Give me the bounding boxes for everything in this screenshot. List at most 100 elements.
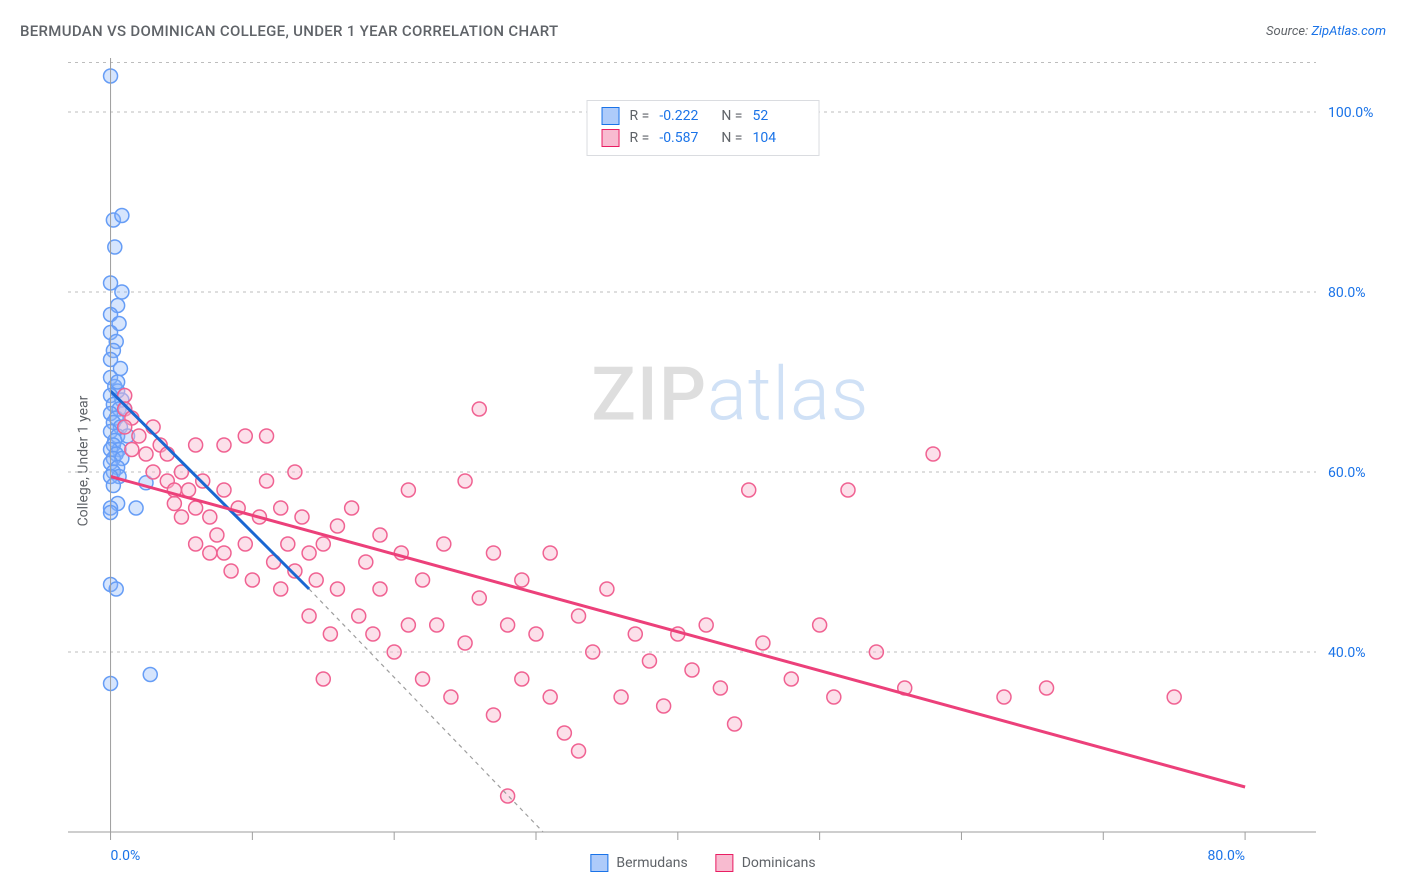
data-point[interactable] bbox=[515, 573, 529, 587]
data-point[interactable] bbox=[217, 546, 231, 560]
data-point[interactable] bbox=[316, 672, 330, 686]
data-point[interactable] bbox=[997, 690, 1011, 704]
data-point[interactable] bbox=[238, 537, 252, 551]
legend-item-dominicans[interactable]: Dominicans bbox=[716, 854, 816, 872]
data-point[interactable] bbox=[614, 690, 628, 704]
data-point[interactable] bbox=[115, 285, 129, 299]
data-point[interactable] bbox=[543, 546, 557, 560]
data-point[interactable] bbox=[309, 573, 323, 587]
data-point[interactable] bbox=[401, 618, 415, 632]
data-point[interactable] bbox=[401, 483, 415, 497]
data-point[interactable] bbox=[373, 528, 387, 542]
data-point[interactable] bbox=[167, 497, 181, 511]
data-point[interactable] bbox=[359, 555, 373, 569]
data-point[interactable] bbox=[784, 672, 798, 686]
data-point[interactable] bbox=[330, 519, 344, 533]
data-point[interactable] bbox=[486, 546, 500, 560]
data-point[interactable] bbox=[174, 510, 188, 524]
data-point[interactable] bbox=[245, 573, 259, 587]
data-point[interactable] bbox=[217, 438, 231, 452]
data-point[interactable] bbox=[288, 465, 302, 479]
data-point[interactable] bbox=[189, 501, 203, 515]
data-point[interactable] bbox=[189, 537, 203, 551]
data-point[interactable] bbox=[841, 483, 855, 497]
data-point[interactable] bbox=[274, 582, 288, 596]
data-point[interactable] bbox=[143, 668, 157, 682]
data-point[interactable] bbox=[238, 429, 252, 443]
data-point[interactable] bbox=[926, 447, 940, 461]
data-point[interactable] bbox=[1167, 690, 1181, 704]
data-point[interactable] bbox=[600, 582, 614, 596]
data-point[interactable] bbox=[182, 483, 196, 497]
data-point[interactable] bbox=[1040, 681, 1054, 695]
data-point[interactable] bbox=[316, 537, 330, 551]
stat-r-label: R = bbox=[630, 130, 650, 146]
data-point[interactable] bbox=[501, 618, 515, 632]
data-point[interactable] bbox=[217, 483, 231, 497]
data-point[interactable] bbox=[330, 582, 344, 596]
data-point[interactable] bbox=[260, 474, 274, 488]
data-point[interactable] bbox=[203, 546, 217, 560]
data-point[interactable] bbox=[125, 443, 139, 457]
data-point[interactable] bbox=[295, 510, 309, 524]
data-point[interactable] bbox=[472, 591, 486, 605]
data-point[interactable] bbox=[437, 537, 451, 551]
data-point[interactable] bbox=[352, 609, 366, 623]
data-point[interactable] bbox=[501, 789, 515, 803]
data-point[interactable] bbox=[129, 501, 143, 515]
data-point[interactable] bbox=[189, 438, 203, 452]
data-point[interactable] bbox=[111, 375, 125, 389]
data-point[interactable] bbox=[203, 510, 217, 524]
data-point[interactable] bbox=[557, 726, 571, 740]
data-point[interactable] bbox=[713, 681, 727, 695]
data-point[interactable] bbox=[742, 483, 756, 497]
data-point[interactable] bbox=[106, 479, 120, 493]
data-point[interactable] bbox=[274, 501, 288, 515]
data-point[interactable] bbox=[323, 627, 337, 641]
data-point[interactable] bbox=[472, 402, 486, 416]
stats-legend-box: R = -0.222 N = 52 R = -0.587 N = 104 bbox=[587, 100, 820, 156]
data-point[interactable] bbox=[657, 699, 671, 713]
data-point[interactable] bbox=[302, 609, 316, 623]
data-point[interactable] bbox=[444, 690, 458, 704]
data-point[interactable] bbox=[345, 501, 359, 515]
data-point[interactable] bbox=[260, 429, 274, 443]
data-point[interactable] bbox=[132, 429, 146, 443]
data-point[interactable] bbox=[108, 240, 122, 254]
data-point[interactable] bbox=[118, 420, 132, 434]
data-point[interactable] bbox=[572, 744, 586, 758]
data-point[interactable] bbox=[387, 645, 401, 659]
data-point[interactable] bbox=[813, 618, 827, 632]
data-point[interactable] bbox=[827, 690, 841, 704]
data-point[interactable] bbox=[458, 636, 472, 650]
data-point[interactable] bbox=[210, 528, 224, 542]
data-point[interactable] bbox=[430, 618, 444, 632]
data-point[interactable] bbox=[728, 717, 742, 731]
data-point[interactable] bbox=[366, 627, 380, 641]
legend-item-bermudans[interactable]: Bermudans bbox=[590, 854, 687, 872]
data-point[interactable] bbox=[416, 573, 430, 587]
data-point[interactable] bbox=[302, 546, 316, 560]
data-point[interactable] bbox=[685, 663, 699, 677]
data-point[interactable] bbox=[281, 537, 295, 551]
data-point[interactable] bbox=[756, 636, 770, 650]
data-point[interactable] bbox=[416, 672, 430, 686]
data-point[interactable] bbox=[699, 618, 713, 632]
data-point[interactable] bbox=[586, 645, 600, 659]
data-point[interactable] bbox=[146, 465, 160, 479]
data-point[interactable] bbox=[109, 582, 123, 596]
data-point[interactable] bbox=[373, 582, 387, 596]
data-point[interactable] bbox=[869, 645, 883, 659]
data-point[interactable] bbox=[529, 627, 543, 641]
data-point[interactable] bbox=[628, 627, 642, 641]
data-point[interactable] bbox=[642, 654, 656, 668]
source-link[interactable]: ZipAtlas.com bbox=[1311, 24, 1386, 39]
data-point[interactable] bbox=[486, 708, 500, 722]
data-point[interactable] bbox=[224, 564, 238, 578]
data-point[interactable] bbox=[458, 474, 472, 488]
data-point[interactable] bbox=[515, 672, 529, 686]
data-point[interactable] bbox=[543, 690, 557, 704]
data-point[interactable] bbox=[139, 447, 153, 461]
data-point[interactable] bbox=[572, 609, 586, 623]
data-point[interactable] bbox=[115, 209, 129, 223]
